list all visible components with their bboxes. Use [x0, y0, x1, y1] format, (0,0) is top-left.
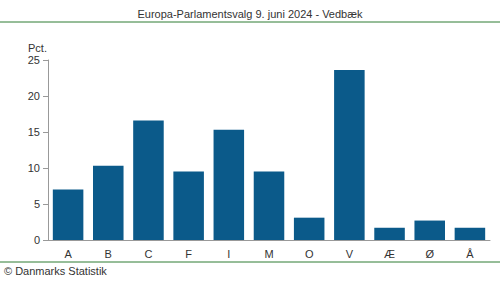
svg-text:Europa-Parlamentsvalg 9. juni: Europa-Parlamentsvalg 9. juni 2024 - Ved… — [137, 8, 363, 20]
svg-text:O: O — [305, 248, 314, 260]
svg-text:I: I — [227, 248, 230, 260]
svg-text:V: V — [346, 248, 354, 260]
svg-text:Æ: Æ — [384, 248, 395, 260]
svg-text:B: B — [105, 248, 112, 260]
svg-text:Pct.: Pct. — [28, 42, 47, 54]
svg-text:A: A — [64, 248, 72, 260]
svg-text:10: 10 — [28, 162, 40, 174]
svg-text:M: M — [264, 248, 273, 260]
svg-text:25: 25 — [28, 54, 40, 66]
svg-text:Å: Å — [466, 248, 474, 260]
svg-text:C: C — [144, 248, 152, 260]
svg-text:F: F — [185, 248, 192, 260]
svg-text:15: 15 — [28, 126, 40, 138]
svg-text:Ø: Ø — [425, 248, 434, 260]
svg-text:© Danmarks Statistik: © Danmarks Statistik — [4, 265, 107, 277]
svg-text:0: 0 — [34, 234, 40, 246]
svg-text:5: 5 — [34, 198, 40, 210]
svg-text:20: 20 — [28, 90, 40, 102]
